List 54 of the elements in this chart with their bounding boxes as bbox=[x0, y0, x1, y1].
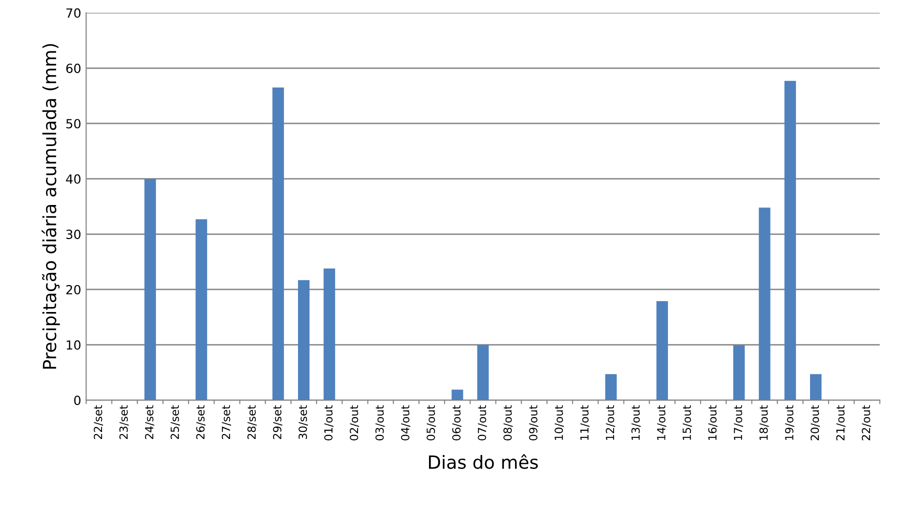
bar bbox=[144, 178, 156, 400]
y-tick-label: 70 bbox=[66, 8, 80, 18]
bar bbox=[733, 345, 745, 400]
y-tick-label: 0 bbox=[74, 396, 80, 406]
y-tick-label: 20 bbox=[66, 284, 80, 294]
x-axis-title: Dias do mês bbox=[429, 454, 538, 469]
x-tick-label: 15/out bbox=[682, 405, 692, 440]
x-tick-label: 20/out bbox=[810, 405, 820, 440]
x-tick-label: 24/set bbox=[144, 405, 154, 440]
y-tick-label: 10 bbox=[66, 340, 80, 350]
x-tick-label: 26/set bbox=[196, 405, 206, 440]
x-tick-label: 02/out bbox=[350, 405, 360, 440]
bar bbox=[656, 301, 668, 400]
x-tick-label: 06/out bbox=[452, 405, 462, 440]
x-tick-label: 29/set bbox=[272, 405, 282, 440]
x-tick-label: 09/out bbox=[529, 405, 538, 440]
x-tick-label: 11/out bbox=[580, 405, 590, 440]
x-tick-label: 28/set bbox=[247, 405, 257, 440]
bar bbox=[324, 268, 336, 400]
bar bbox=[272, 88, 284, 400]
y-tick-label: 60 bbox=[66, 64, 80, 74]
x-tick-label: 14/out bbox=[657, 405, 666, 440]
x-tick-label: 08/out bbox=[503, 405, 513, 440]
bar bbox=[758, 208, 770, 400]
bar bbox=[784, 80, 796, 400]
x-tick-label: 03/out bbox=[375, 405, 385, 440]
bar bbox=[605, 374, 617, 400]
x-tick-label: 19/out bbox=[785, 405, 794, 440]
x-tick-label: 25/set bbox=[170, 405, 180, 440]
x-tick-label: 10/out bbox=[554, 405, 564, 440]
bar bbox=[810, 374, 822, 400]
x-tick-label: 13/out bbox=[631, 405, 641, 440]
x-tick-label: 17/out bbox=[734, 405, 744, 440]
x-tick-label: 05/out bbox=[426, 405, 436, 440]
y-tick-label: 40 bbox=[66, 174, 80, 184]
x-tick-label: 04/out bbox=[400, 405, 410, 440]
bar bbox=[196, 219, 208, 400]
x-tick-label: 22/out bbox=[862, 405, 872, 440]
x-tick-label: 18/out bbox=[759, 405, 769, 440]
x-tick-label: 30/set bbox=[298, 405, 308, 440]
y-tick-label: 30 bbox=[66, 230, 80, 240]
x-tick-label: 27/set bbox=[222, 405, 232, 440]
x-tick-label: 16/out bbox=[708, 405, 718, 440]
y-axis-title: Precipitação diária acumulada (mm) bbox=[42, 44, 60, 369]
bar bbox=[477, 344, 489, 400]
x-tick-label: 22/set bbox=[94, 405, 104, 440]
x-tick-label: 23/set bbox=[119, 405, 129, 440]
bar bbox=[452, 390, 464, 400]
x-tick-label: 01/out bbox=[324, 405, 334, 440]
x-tick-label: 07/out bbox=[478, 405, 488, 440]
y-tick-label: 50 bbox=[66, 118, 80, 128]
bar bbox=[298, 280, 310, 400]
x-tick-label: 21/out bbox=[836, 405, 846, 440]
x-tick-label: 12/out bbox=[606, 405, 616, 440]
